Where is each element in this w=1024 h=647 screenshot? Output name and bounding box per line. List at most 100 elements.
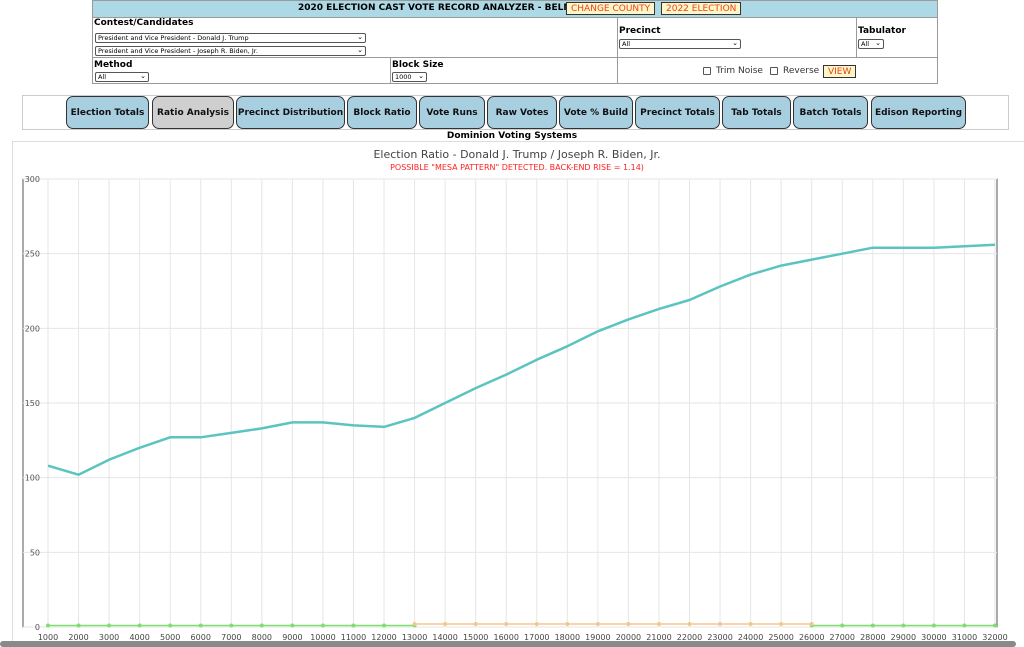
tab-edison-reporting[interactable]: Edison Reporting [871,96,966,129]
block-size-value: 1000 [395,73,412,81]
series-3-point [443,622,448,627]
x-tick-label: 16000 [493,633,518,642]
vendor-label: Dominion Voting Systems [446,131,578,141]
trim-noise-checkbox[interactable] [703,67,711,75]
series-2-point [259,623,264,628]
x-tick-label: 32000 [982,633,1007,642]
x-tick-label: 29000 [891,633,916,642]
series-3-point [412,622,417,627]
series-2-point [351,623,356,628]
x-tick-label: 22000 [677,633,702,642]
series-2-point [198,623,203,628]
chart-title: Election Ratio - Donald J. Trump / Josep… [373,148,661,161]
block-size-label: Block Size [392,60,444,70]
precinct-select[interactable]: All ⌄ [619,39,741,49]
x-tick-label: 6000 [191,633,211,642]
series-3-point [504,622,509,627]
reverse-checkbox[interactable] [770,67,778,75]
x-tick-label: 24000 [738,633,763,642]
series-3-point [473,622,478,627]
election-2022-button[interactable]: 2022 ELECTION [661,2,742,15]
tab-vote-runs[interactable]: Vote Runs [419,96,485,129]
series-3-point [718,622,723,627]
series-3-point [626,622,631,627]
x-tick-label: 8000 [252,633,272,642]
reverse-label: Reverse [783,66,820,76]
series-2-point [901,623,906,628]
series-3-point [809,622,814,627]
candidate2-select[interactable]: President and Vice President - Joseph R.… [95,46,366,56]
change-county-button[interactable]: CHANGE COUNTY [566,2,656,15]
series-2-point [168,623,173,628]
series-2-point [382,623,387,628]
x-tick-label: 3000 [99,633,119,642]
x-tick-label: 13000 [402,633,427,642]
series-2-point [962,623,967,628]
series-3-point [534,622,539,627]
tab-election-totals[interactable]: Election Totals [66,96,149,129]
method-select[interactable]: All ⌄ [95,72,149,82]
method-value: All [98,73,107,81]
series-3-point [565,622,570,627]
series-2-point [107,623,112,628]
tab-precinct-distribution[interactable]: Precinct Distribution [236,96,345,129]
method-label: Method [94,60,133,70]
x-tick-label: 20000 [616,633,641,642]
x-tick-label: 17000 [524,633,549,642]
series-3-point [748,622,753,627]
chevron-down-icon: ⌄ [140,72,146,80]
x-tick-label: 28000 [860,633,885,642]
x-tick-label: 10000 [310,633,335,642]
tab-tab-totals[interactable]: Tab Totals [722,96,791,129]
chevron-down-icon: ⌄ [418,72,424,80]
tab-precinct-totals[interactable]: Precinct Totals [635,96,720,129]
tab-bar [22,95,1009,130]
series-2-point [137,623,142,628]
series-2-point [76,623,81,628]
x-tick-label: 7000 [221,633,241,642]
x-tick-label: 21000 [646,633,671,642]
candidate1-value: President and Vice President - Donald J.… [98,34,249,42]
tabulator-select[interactable]: All ⌄ [858,39,884,49]
y-tick-label: 150 [25,399,40,408]
divider [390,58,391,84]
x-tick-label: 18000 [555,633,580,642]
tab-vote-build[interactable]: Vote % Build [559,96,633,129]
x-tick-label: 14000 [432,633,457,642]
tabulator-label: Tabulator [858,26,906,36]
horizontal-scrollbar[interactable] [0,641,1016,647]
x-tick-label: 25000 [768,633,793,642]
control-panel: 2020 ELECTION CAST VOTE RECORD ANALYZER … [92,0,938,84]
tab-ratio-analysis[interactable]: Ratio Analysis [152,96,234,129]
y-tick-label: 300 [25,175,40,184]
block-size-select[interactable]: 1000 ⌄ [392,72,427,82]
app-title: 2020 ELECTION CAST VOTE RECORD ANALYZER … [298,3,626,13]
tab-block-ratio[interactable]: Block Ratio [347,96,417,129]
x-tick-label: 9000 [282,633,302,642]
x-tick-label: 12000 [371,633,396,642]
tabulator-value: All [861,40,870,48]
view-button[interactable]: VIEW [823,65,857,78]
y-tick-label: 250 [25,250,40,259]
series-2-point [290,623,295,628]
precinct-label: Precinct [619,26,661,36]
series-3-point [687,622,692,627]
chevron-down-icon: ⌄ [357,46,363,54]
series-2-point [46,623,50,628]
divider [617,17,618,84]
candidate1-select[interactable]: President and Vice President - Donald J.… [95,33,366,43]
trim-noise-label: Trim Noise [716,66,763,76]
series-2-point [993,623,997,628]
x-tick-label: 5000 [160,633,180,642]
y-tick-label: 50 [30,548,40,557]
y-tick-label: 200 [25,324,40,333]
candidate2-value: President and Vice President - Joseph R.… [98,47,258,55]
tab-batch-totals[interactable]: Batch Totals [793,96,868,129]
x-tick-label: 19000 [585,633,610,642]
divider [856,17,857,57]
series-line-1 [47,243,996,476]
x-tick-label: 11000 [341,633,366,642]
x-tick-label: 1000 [38,633,58,642]
tab-raw-votes[interactable]: Raw Votes [487,96,557,129]
chart-subtitle: POSSIBLE "MESA PATTERN" DETECTED. BACK-E… [390,163,644,172]
